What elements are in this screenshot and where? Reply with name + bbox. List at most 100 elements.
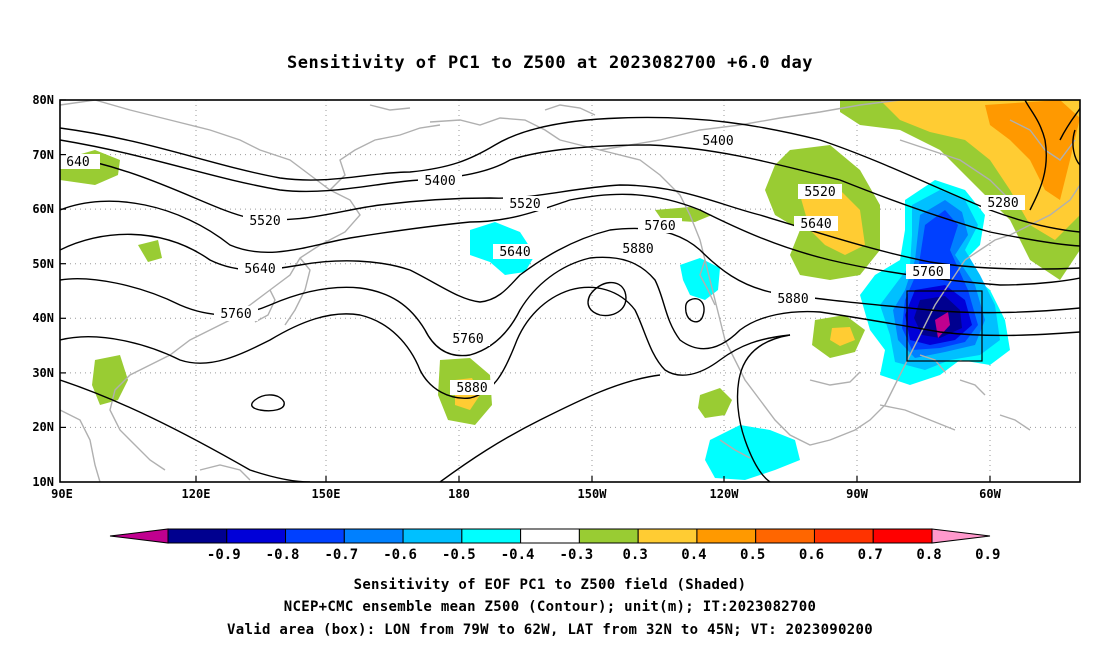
colorbar-tick-label: -0.6 — [383, 547, 417, 563]
contour-label: 5400 — [418, 173, 462, 189]
colorbar-tick-label: -0.7 — [324, 547, 358, 563]
shade-green-china — [92, 355, 128, 405]
svg-text:5520: 5520 — [509, 197, 540, 212]
shade-green-mexico — [698, 388, 732, 418]
svg-text:640: 640 — [66, 155, 89, 170]
colorbar-swatch — [461, 528, 522, 544]
svg-text:5760: 5760 — [912, 265, 943, 280]
colorbar-swatch — [520, 528, 580, 544]
contour-label: 5880 — [771, 291, 815, 307]
lon-tick-label: 180 — [448, 487, 470, 501]
shaded-sensitivity — [60, 100, 1080, 480]
colorbar-tick-label: -0.3 — [560, 547, 594, 563]
colorbar-tick-label: -0.8 — [266, 547, 300, 563]
plot-frame — [59, 99, 1081, 483]
colorbar-tick-label: 0.8 — [916, 547, 941, 563]
shade-north-atlantic-orange — [985, 100, 1080, 200]
svg-text:5880: 5880 — [622, 242, 653, 257]
lat-tick-label: 70N — [32, 148, 54, 162]
contour-label: 5400 — [696, 133, 740, 149]
axis-ticks — [60, 99, 991, 482]
colorbar-swatch — [402, 528, 463, 544]
lon-tick-label: 120E — [182, 487, 211, 501]
colorbar-tick-label: -0.4 — [501, 547, 535, 563]
shade-atlantic-navy — [914, 296, 962, 338]
lat-tick-label: 80N — [32, 93, 54, 107]
lon-tick-label: 150E — [312, 487, 341, 501]
caption-line-2: NCEP+CMC ensemble mean Z500 (Contour); u… — [284, 599, 816, 615]
shade-california-cyan — [680, 258, 720, 300]
lon-tick-label: 60W — [979, 487, 1001, 501]
svg-text:5880: 5880 — [777, 292, 808, 307]
colorbar-swatch — [167, 528, 228, 544]
colorbar-tick-label: 0.4 — [681, 547, 706, 563]
colorbar-swatch — [637, 528, 698, 544]
svg-text:5520: 5520 — [804, 185, 835, 200]
contour-label: 5880 — [616, 241, 660, 257]
contour-label: 5760 — [446, 331, 490, 347]
caption-line-3: Valid area (box): LON from 79W to 62W, L… — [227, 622, 873, 638]
caption-line-1: Sensitivity of EOF PC1 to Z500 field (Sh… — [354, 577, 747, 593]
contour-label: 5640 — [238, 261, 282, 277]
colorbar-tick-label: -0.9 — [207, 547, 241, 563]
contour-label: 5520 — [798, 184, 842, 200]
colorbar-swatch — [285, 528, 345, 544]
lon-tick-label: 90W — [846, 487, 868, 501]
map-title: Sensitivity of PC1 to Z500 at 2023082700… — [287, 53, 813, 73]
lon-tick-label: 150W — [578, 487, 608, 501]
colorbar-tick-label: 0.6 — [799, 547, 824, 563]
contour-label: 5280 — [981, 195, 1025, 211]
svg-text:5280: 5280 — [987, 196, 1018, 211]
lon-tick-label: 120W — [710, 487, 740, 501]
colorbar-tick-label: -0.5 — [442, 547, 476, 563]
shade-green-kamchatka — [138, 240, 162, 262]
contour-label: 5760 — [638, 218, 682, 234]
coastlines — [60, 100, 1080, 482]
colorbar-swatch — [343, 528, 404, 544]
lat-tick-label: 60N — [32, 202, 54, 216]
lat-tick-label: 40N — [32, 311, 54, 325]
svg-text:5760: 5760 — [220, 307, 251, 322]
svg-text:5760: 5760 — [452, 332, 483, 347]
svg-text:5400: 5400 — [424, 174, 455, 189]
contour-label: 5760 — [906, 264, 950, 280]
colorbar-tick-label: 0.9 — [975, 547, 1000, 563]
colorbar-max-arrow — [931, 528, 991, 544]
shade-mexico-cyan — [705, 425, 800, 480]
lon-tick-labels: 90E 120E 150E 180 150W 120W 90W 60W — [51, 487, 1001, 501]
lat-tick-label: 20N — [32, 420, 54, 434]
lon-tick-label: 90E — [51, 487, 73, 501]
colorbar-tick-label: 0.7 — [858, 547, 883, 563]
contour-label: 5520 — [503, 196, 547, 212]
colorbar-tick-label: 0.3 — [623, 547, 648, 563]
lat-tick-label: 30N — [32, 366, 54, 380]
lat-tick-label: 50N — [32, 257, 54, 271]
colorbar-swatch — [813, 528, 874, 544]
colorbar-swatch — [872, 528, 933, 544]
contour-label: 5880 — [450, 380, 494, 396]
svg-text:5640: 5640 — [800, 217, 831, 232]
svg-text:5880: 5880 — [456, 381, 487, 396]
contour-label: 640 — [60, 154, 100, 170]
lat-tick-label: 10N — [32, 475, 54, 489]
svg-text:5520: 5520 — [249, 214, 280, 229]
contour-label: 5640 — [493, 244, 537, 260]
contour-label: 5760 — [214, 306, 258, 322]
svg-text:5640: 5640 — [499, 245, 530, 260]
colorbar-tick-label: 0.5 — [740, 547, 765, 563]
contour-label: 5640 — [794, 216, 838, 232]
lat-tick-labels: 80N 70N 60N 50N 40N 30N 20N 10N — [32, 93, 54, 489]
colorbar: -0.9 -0.8 -0.7 -0.6 -0.5 -0.4 -0.3 0.3 0.4 0.5 0.6… — [109, 528, 1000, 563]
colorbar-min-arrow — [109, 528, 169, 544]
colorbar-swatch — [578, 528, 639, 544]
svg-text:5640: 5640 — [244, 262, 275, 277]
contour-label: 5520 — [243, 213, 287, 229]
colorbar-swatch — [696, 528, 757, 544]
colorbar-swatch — [755, 528, 815, 544]
valid-area-box — [906, 290, 983, 362]
contour-labels: 5400 5400 5520 5520 5640 5640 5760 5760 … — [60, 133, 1025, 396]
svg-text:5760: 5760 — [644, 219, 675, 234]
svg-text:5400: 5400 — [702, 134, 733, 149]
shade-yellow-gulf — [830, 327, 855, 346]
